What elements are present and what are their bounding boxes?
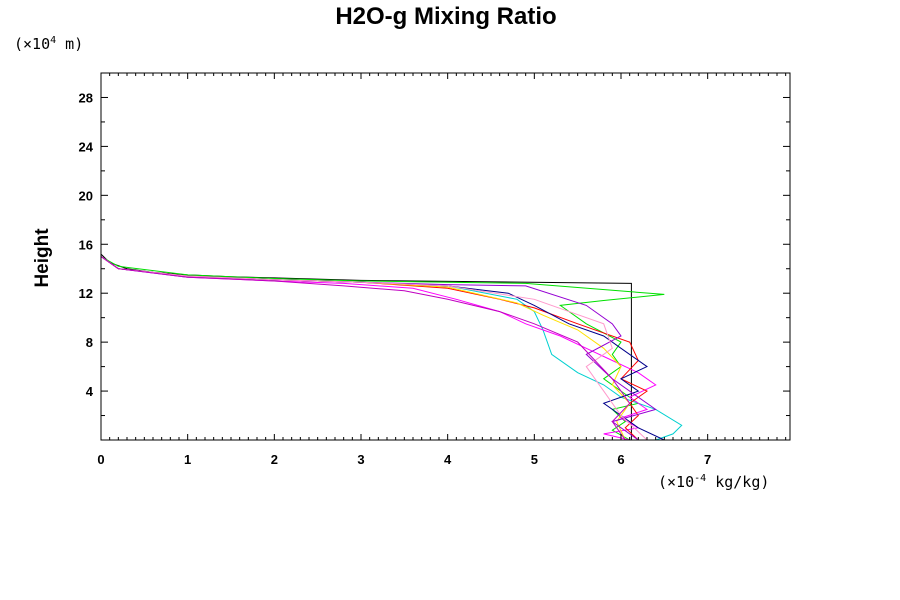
y-tick-label: 28 — [79, 90, 93, 105]
series-line-5 — [100, 256, 648, 441]
x-axis-unit: (×10-4 kg/kg) — [658, 473, 769, 491]
x-tick-label: 3 — [357, 452, 364, 467]
x-tick-label: 1 — [184, 452, 191, 467]
series-line-4 — [100, 256, 657, 441]
series-line-6 — [100, 256, 631, 441]
x-tick-label: 4 — [444, 452, 452, 467]
y-tick-label: 8 — [86, 335, 93, 350]
x-tick-label: 2 — [271, 452, 278, 467]
y-tick-label: 16 — [79, 237, 93, 252]
x-tick-label: 6 — [617, 452, 624, 467]
y-tick-label: 24 — [79, 139, 94, 154]
x-tick-label: 5 — [531, 452, 538, 467]
y-tick-label: 4 — [86, 384, 94, 399]
series-line-8 — [100, 256, 657, 441]
series-line-2 — [100, 256, 665, 441]
series-line-10 — [100, 256, 631, 441]
x-tick-label: 7 — [704, 452, 711, 467]
plot-frame — [100, 72, 791, 441]
y-axis-label: Height — [32, 228, 53, 288]
x-tick-label: 0 — [97, 452, 104, 467]
y-tick-label: 20 — [79, 188, 93, 203]
series-line-9 — [100, 256, 648, 441]
y-tick-label: 12 — [79, 286, 93, 301]
series-layer — [100, 253, 683, 441]
y-axis-unit: (×104 m) — [14, 35, 83, 53]
chart-title: H2O-g Mixing Ratio — [335, 3, 556, 30]
